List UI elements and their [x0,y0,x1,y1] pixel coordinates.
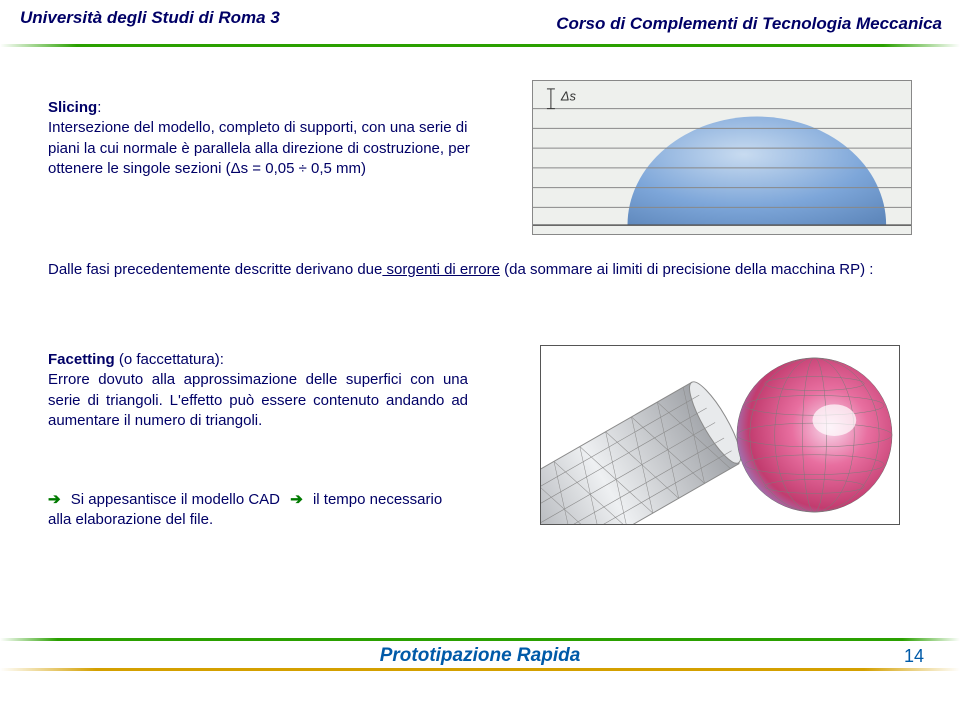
slicing-figure: Δs [532,80,912,235]
slide: Università degli Studi di Roma 3 Corso d… [0,0,960,701]
facetting-block: Facetting (o faccettatura): Errore dovut… [48,350,468,431]
facetting-title: Facetting [48,351,115,368]
facetting-title-after: (o faccettatura): [115,351,224,368]
errors-intro: Dalle fasi precedentemente descritte der… [48,260,908,280]
slicing-block: Slicing: Intersezione del modello, compl… [48,98,488,179]
colon: : [97,99,101,116]
errors-underlined: sorgenti di errore [382,261,500,278]
footer-title: Prototipazione Rapida [380,645,581,667]
errors-suffix: (da sommare ai limiti di precisione dell… [500,261,873,278]
header-left: Università degli Studi di Roma 3 [20,8,280,28]
slicing-body: Intersezione del modello, completo di su… [48,119,470,177]
slicing-title: Slicing [48,99,97,116]
delta-s-label: Δs [560,89,577,104]
course-name: Corso di Complementi di Tecnologia Mecca… [556,14,942,33]
arrow-icon: ➔ [290,490,303,510]
arrow-icon: ➔ [48,490,61,510]
note-part1: Si appesantisce il modello CAD [71,491,280,508]
university-name: Università degli Studi di Roma 3 [20,8,280,27]
header-rule [0,44,960,47]
page-number: 14 [904,646,924,667]
errors-prefix: Dalle fasi precedentemente descritte der… [48,261,382,278]
facetting-body: Errore dovuto alla approssimazione delle… [48,371,468,429]
footer-rule-top [0,638,960,641]
footer-rule-bottom [0,668,960,671]
facetting-figure [540,345,900,525]
note-block: ➔ Si appesantisce il modello CAD ➔ il te… [48,490,468,531]
header-right: Corso di Complementi di Tecnologia Mecca… [556,14,942,34]
